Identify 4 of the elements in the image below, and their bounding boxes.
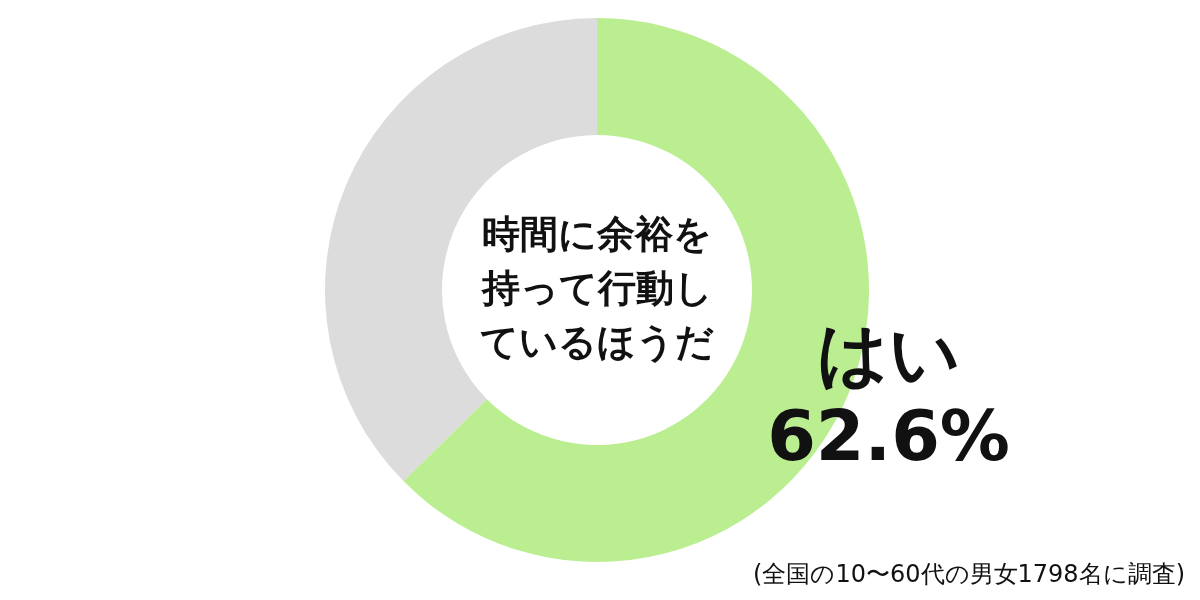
data-label: 62.6%: [767, 395, 1011, 478]
slice-label: はい: [816, 313, 961, 396]
text: (全国の10〜60代の男女1798名に調査): [753, 560, 1185, 588]
text: 時間に余裕を持って行動しているほうだ: [479, 211, 714, 364]
